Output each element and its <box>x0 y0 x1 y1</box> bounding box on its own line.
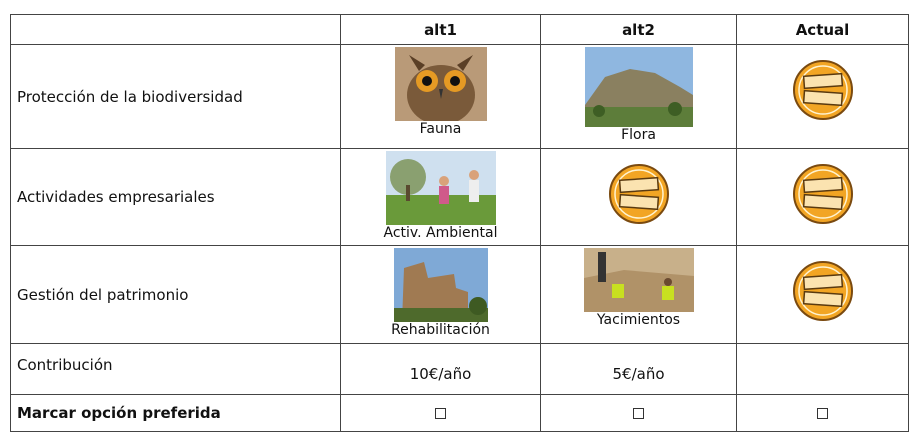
cell <box>736 394 909 432</box>
col-header: Actual <box>736 14 909 45</box>
row: Contribución 10€/año 5€/año <box>10 343 909 395</box>
cell <box>540 394 737 432</box>
status-quo-icon <box>792 60 853 120</box>
caption: Flora <box>621 127 656 143</box>
checkbox[interactable] <box>633 408 644 419</box>
row-label: Protección de la biodiversidad <box>10 44 341 149</box>
caption: Rehabilitación <box>391 322 490 338</box>
ruin-image <box>393 248 488 322</box>
checkbox[interactable] <box>817 408 828 419</box>
kids-image <box>385 151 496 225</box>
status-quo-icon <box>792 164 853 224</box>
caption: Fauna <box>419 121 462 137</box>
row: Marcar opción preferida <box>10 394 909 432</box>
cell: Yacimientos <box>540 245 737 344</box>
header-row: alt1 alt2 Actual <box>10 14 909 45</box>
cell: Fauna <box>340 44 541 149</box>
row-label: Contribución <box>10 343 341 395</box>
excavation-image <box>583 248 694 312</box>
price: 10€/año <box>340 343 541 395</box>
status-quo-icon <box>792 261 853 321</box>
checkbox[interactable] <box>435 408 446 419</box>
price: 5€/año <box>540 343 737 395</box>
choice-table: alt1 alt2 Actual Protección de la biodiv… <box>10 14 909 432</box>
status-quo-icon <box>608 164 669 224</box>
cell: Flora <box>540 44 737 149</box>
cell <box>540 148 737 246</box>
cell <box>340 394 541 432</box>
row-label: Marcar opción preferida <box>10 394 341 432</box>
row: Gestión del patrimonio Rehabilitación Ya… <box>10 245 909 344</box>
caption: Activ. Ambiental <box>383 225 498 241</box>
row-label: Gestión del patrimonio <box>10 245 341 344</box>
cell <box>736 44 909 149</box>
cell <box>736 343 909 395</box>
owl-image <box>394 47 487 121</box>
col-header: alt1 <box>340 14 541 45</box>
cell <box>736 245 909 344</box>
cell: Activ. Ambiental <box>340 148 541 246</box>
caption: Yacimientos <box>596 312 681 328</box>
row: Actividades empresariales Activ. Ambient… <box>10 148 909 246</box>
cell: Rehabilitación <box>340 245 541 344</box>
col-header: alt2 <box>540 14 737 45</box>
row-label: Actividades empresariales <box>10 148 341 246</box>
corner <box>10 14 341 45</box>
cell <box>736 148 909 246</box>
mountain-image <box>584 47 693 127</box>
row: Protección de la biodiversidad Fauna Flo… <box>10 44 909 149</box>
